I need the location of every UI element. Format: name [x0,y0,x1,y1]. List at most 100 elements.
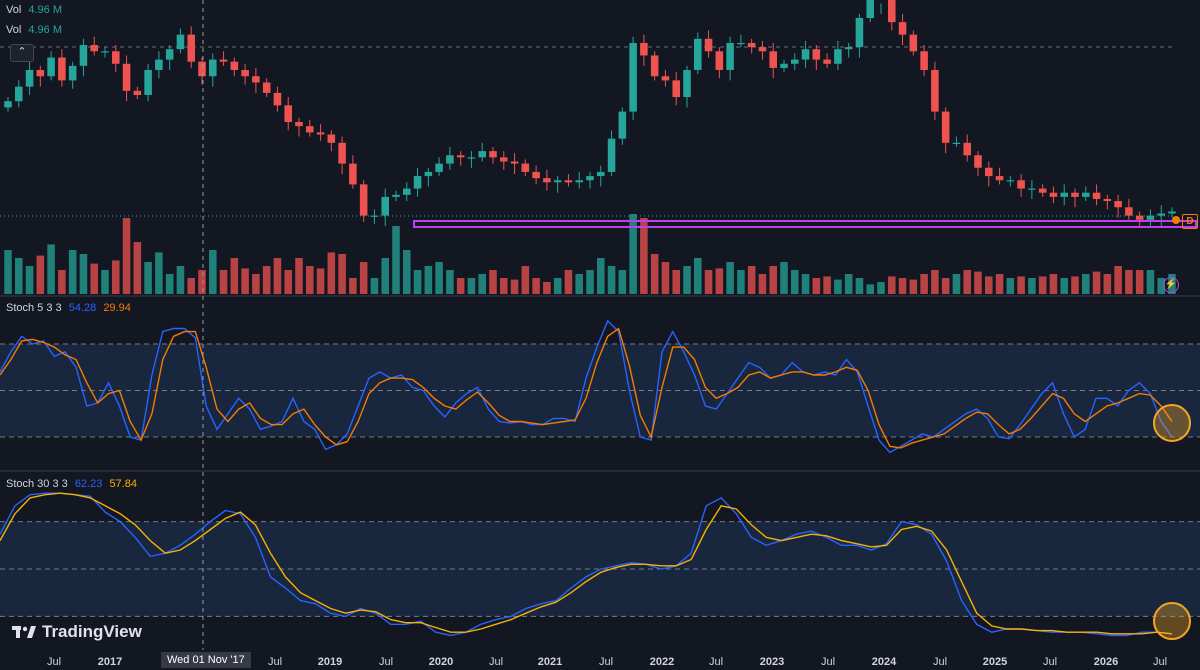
time-axis-tick: Jul [599,656,613,668]
candle-body [640,42,648,56]
candle-body [456,155,465,158]
volume-bar [241,268,249,294]
volume-bar [1060,278,1068,294]
stoch-fast-lines [0,319,1173,454]
stoch-slow-legend[interactable]: Stoch 30 3 3 62.23 57.84 [6,478,137,490]
candle-body [1028,188,1036,190]
volume-bar [252,274,260,294]
candle-body [683,70,691,98]
candle-body [338,142,346,164]
candle-body [661,76,670,81]
time-axis-tick: Jul [1043,656,1057,668]
volume-bar [510,279,519,294]
chevron-up-icon[interactable]: ⌃ [10,44,34,62]
candle-body [349,163,357,185]
stoch-slow-d-value: 57.84 [109,478,137,490]
candle-body [812,49,821,60]
price-badge[interactable]: D [1182,214,1198,229]
volume-bar [629,214,637,294]
volume-bar [446,270,454,294]
candle-body [1006,180,1015,182]
volume-legend-value: 4.96 M [28,24,62,36]
volume-bar [230,258,239,294]
volume-bar [650,254,659,294]
candle-body [165,49,174,60]
lightning-icon[interactable]: ⚡ [1163,277,1179,293]
volume-bar [812,278,821,294]
volume-bar [359,262,368,294]
volume-bar [1135,270,1144,294]
candle-body [974,155,982,168]
tradingview-logo-icon [12,626,36,638]
volume-bar [36,255,45,294]
candle-body [90,45,98,52]
volume-bar [941,278,950,294]
volume-bar [209,250,217,294]
volume-bar [521,266,530,294]
candle-body [403,188,411,195]
candle-body [1038,188,1047,193]
candle-body [198,61,206,77]
volume-bar [1125,270,1133,294]
candle-body [618,111,627,139]
support-band [413,220,1197,228]
volume-bar [952,274,961,294]
volume-legend-2[interactable]: Vol 4.96 M [6,24,62,36]
volume-bar [133,242,142,294]
volume-bar [489,270,497,294]
highlight-circles [1153,404,1191,640]
volume-bar [284,270,292,294]
candle-body [1017,180,1025,189]
volume-bar [1071,276,1079,294]
time-axis-tick: 2026 [1094,656,1118,668]
time-axis-tick: Jul [821,656,835,668]
candle-body [586,176,594,181]
volume-bar [607,266,616,294]
volume-bar [1157,278,1165,294]
candle-body [1125,207,1133,216]
volume-bar [155,252,163,294]
volume-bar [640,218,648,294]
volume-bar [791,270,799,294]
candle-body [122,63,131,91]
volume-bar [295,258,303,294]
time-axis-tick: 2025 [983,656,1007,668]
candle-body [1168,211,1176,214]
candle-body [112,51,120,64]
volume-bar [112,260,120,294]
volume-bar [165,274,174,294]
volume-bar [963,270,971,294]
volume-bar [90,263,98,294]
candle-body [791,59,799,64]
candle-body [68,65,77,81]
candle-body [1146,215,1155,220]
candle-body [478,151,486,158]
candle-body [101,51,109,53]
tradingview-logo: TradingView [12,622,142,642]
volume-bar [1049,274,1058,294]
candle-body [187,34,195,62]
time-axis-tick: 2020 [429,656,453,668]
stoch-fast-legend[interactable]: Stoch 5 3 3 54.28 29.94 [6,302,131,314]
volume-bar [1038,276,1047,294]
candle-body [855,18,864,48]
volume-bar [219,270,228,294]
candle-body [521,163,530,172]
candle-body [209,59,217,77]
candle-body [931,70,939,112]
candle-body [316,132,325,135]
volume-legend-1[interactable]: Vol 4.96 M [6,4,62,16]
time-axis-tick: Jul [268,656,282,668]
candle-body [1049,192,1058,197]
time-axis-tick: Jul [709,656,723,668]
volume-bar [672,270,680,294]
candle-body [15,86,23,102]
volume-bar [338,254,346,294]
candle-body [133,90,142,95]
volume-bar [747,266,756,294]
stoch-slow-legend-name: Stoch 30 3 3 [6,478,68,490]
stoch-fast-d-value: 29.94 [103,302,131,314]
volume-bar [758,274,767,294]
volume-bar [47,244,55,294]
